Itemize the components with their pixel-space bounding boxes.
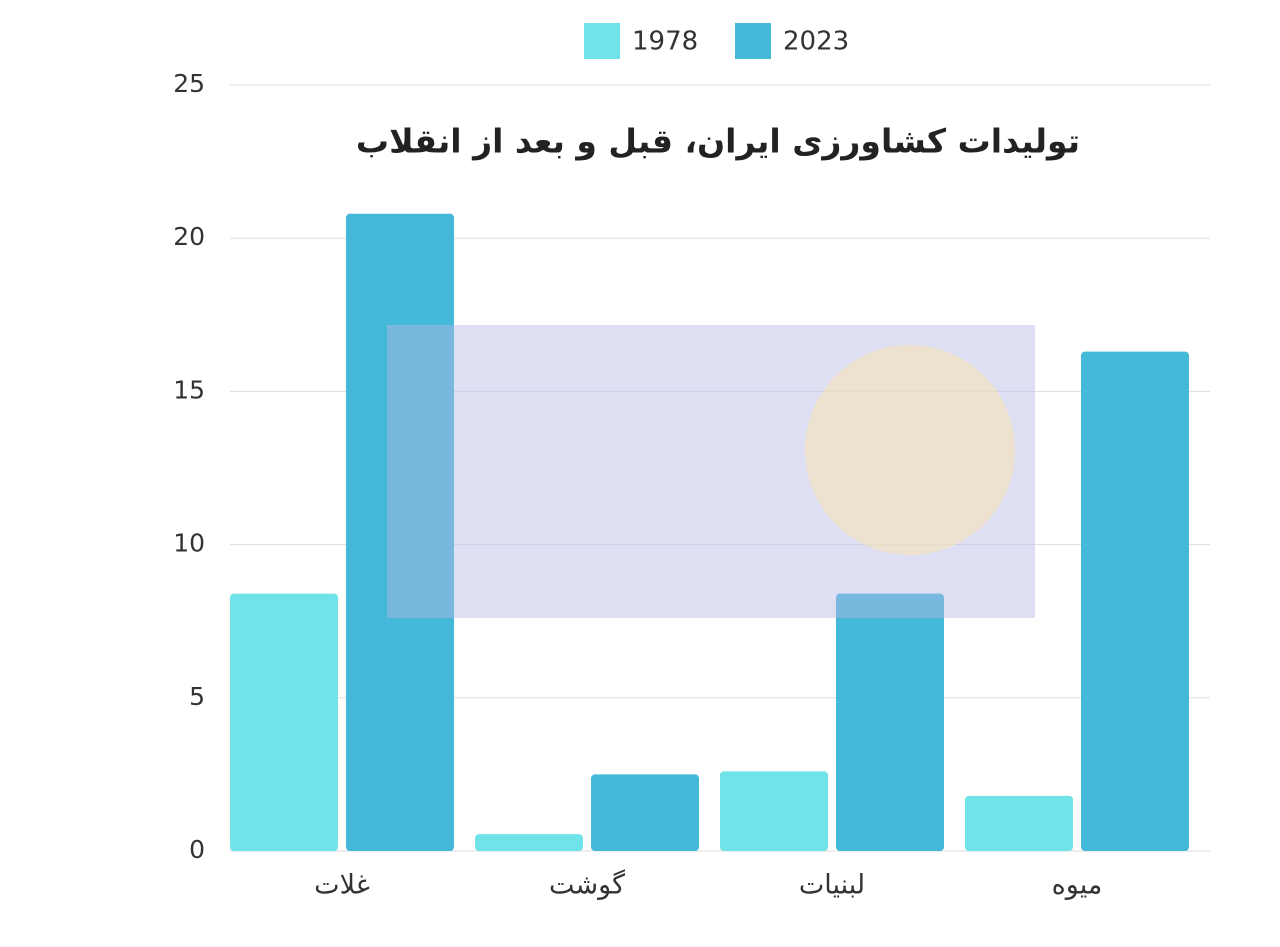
bar	[475, 834, 583, 851]
watermark-logo	[805, 345, 1015, 555]
x-tick-label: لبنیات	[799, 870, 865, 901]
legend-label: 1978	[632, 27, 698, 57]
chart-title: تولیدات کشاورزی ایران، قبل و بعد از انقل…	[356, 122, 1080, 162]
x-tick-label: میوه	[1052, 870, 1103, 901]
x-tick-label: غلات	[314, 870, 370, 901]
y-tick-label: 20	[173, 222, 205, 251]
bar	[591, 774, 699, 851]
y-tick-label: 0	[189, 835, 205, 864]
y-tick-label: 5	[189, 682, 205, 711]
bar	[1081, 351, 1189, 851]
x-tick-label: گوشت	[549, 869, 625, 901]
legend-swatch	[735, 23, 771, 59]
y-tick-label: 25	[173, 69, 205, 98]
bar	[346, 213, 454, 852]
bar	[965, 795, 1073, 851]
bar	[230, 593, 338, 851]
bar	[720, 771, 828, 851]
legend-swatch	[584, 23, 620, 59]
y-tick-label: 10	[173, 529, 205, 558]
legend-label: 2023	[783, 27, 849, 57]
y-tick-label: 15	[173, 375, 205, 404]
bar	[836, 593, 944, 851]
